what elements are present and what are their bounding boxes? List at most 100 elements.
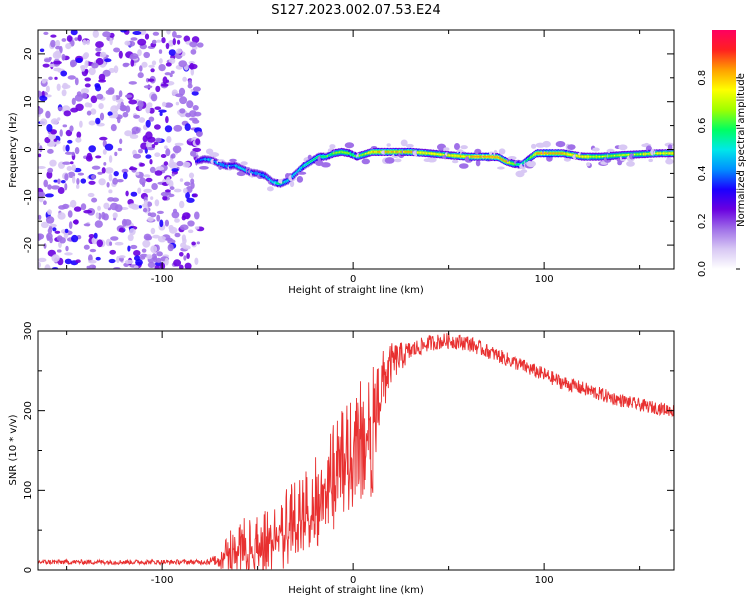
noise-speckle <box>114 241 124 246</box>
noise-speckle <box>186 252 190 259</box>
noise-speckle <box>45 216 55 224</box>
y-tick-label: 10 <box>23 95 34 108</box>
noise-speckle <box>44 137 51 144</box>
noise-speckle <box>102 69 111 77</box>
noise-speckle <box>172 38 176 46</box>
noise-speckle <box>84 60 89 69</box>
noise-speckle <box>77 172 84 176</box>
noise-speckle <box>179 96 188 105</box>
noise-speckle <box>62 82 68 90</box>
noise-speckle <box>175 101 180 106</box>
noise-speckle <box>70 61 76 68</box>
noise-speckle <box>190 89 194 93</box>
noise-speckle <box>188 79 192 86</box>
noise-speckle <box>38 233 42 241</box>
y-tick-label: 300 <box>23 321 34 340</box>
ridge-halo <box>475 159 481 167</box>
noise-speckle <box>90 95 98 104</box>
noise-speckle <box>151 39 157 45</box>
ridge-halo <box>384 157 395 164</box>
noise-speckle <box>137 49 142 57</box>
ridge-halo <box>443 147 450 152</box>
noise-speckle <box>196 131 202 137</box>
noise-speckle <box>88 234 95 239</box>
noise-speckle <box>165 42 170 50</box>
noise-speckle <box>133 250 141 257</box>
noise-speckle <box>141 61 148 68</box>
noise-speckle <box>155 85 161 93</box>
noise-speckle <box>98 103 104 110</box>
noise-speckle <box>57 178 61 185</box>
noise-speckle <box>43 200 47 205</box>
ridge-halo <box>586 162 591 167</box>
noise-speckle <box>61 89 67 97</box>
noise-speckle <box>108 173 113 182</box>
noise-speckle <box>143 85 153 89</box>
snr-ticks: -100 0 100 0 100 200 300 <box>23 321 674 586</box>
noise-speckle <box>153 141 159 146</box>
noise-speckle <box>38 261 42 269</box>
noise-speckle <box>166 30 171 35</box>
noise-speckle <box>95 256 101 261</box>
noise-speckle <box>190 150 197 157</box>
ridge-halo <box>267 186 274 192</box>
noise-speckle <box>182 161 191 168</box>
ridge-halo <box>542 140 551 148</box>
noise-speckle <box>133 114 141 119</box>
noise-speckle <box>91 197 98 203</box>
noise-speckle <box>45 94 52 98</box>
noise-speckle <box>38 107 44 115</box>
noise-speckle <box>169 158 174 167</box>
noise-speckle <box>47 142 56 147</box>
noise-speckle <box>172 208 178 214</box>
noise-speckle <box>154 106 162 110</box>
noise-speckle <box>47 148 54 154</box>
noise-speckle <box>92 30 100 38</box>
noise-speckle <box>120 30 127 33</box>
noise-speckle <box>38 214 42 220</box>
noise-speckle <box>104 143 114 151</box>
noise-speckle <box>39 118 48 126</box>
noise-speckle <box>108 189 113 194</box>
ridge-halo <box>498 148 506 155</box>
noise-speckle <box>145 119 151 128</box>
noise-speckle <box>49 159 57 167</box>
noise-speckle <box>110 124 117 132</box>
noise-speckle <box>62 144 67 152</box>
noise-speckle <box>145 105 151 114</box>
colorbar-tick-label: 0.8 <box>697 70 708 86</box>
noise-speckle <box>99 112 105 121</box>
noise-speckle <box>71 234 79 243</box>
noise-speckle <box>48 133 57 140</box>
noise-speckle <box>98 73 106 82</box>
noise-speckle <box>129 134 139 139</box>
noise-speckle <box>44 193 54 198</box>
noise-speckle <box>169 186 175 191</box>
noise-speckle <box>74 37 79 41</box>
noise-speckle <box>50 39 56 48</box>
noise-speckle <box>70 161 74 165</box>
noise-speckle <box>189 41 198 48</box>
noise-speckle <box>93 232 98 239</box>
noise-speckle <box>114 204 123 213</box>
noise-speckle <box>191 91 199 96</box>
y-tick-label: -20 <box>23 237 34 253</box>
noise-speckle <box>47 209 52 215</box>
noise-speckle <box>179 264 184 269</box>
ridge-halo <box>555 141 566 148</box>
noise-speckle <box>50 118 59 125</box>
noise-speckle <box>142 207 148 213</box>
noise-speckle <box>124 130 133 137</box>
noise-speckle <box>95 117 101 125</box>
noise-speckle <box>171 153 176 159</box>
noise-speckle <box>43 31 49 35</box>
noise-speckle <box>91 62 99 69</box>
noise-speckle <box>135 171 140 176</box>
noise-speckle <box>151 253 157 261</box>
noise-speckle <box>169 73 173 78</box>
noise-speckle <box>129 228 136 236</box>
ridge-segment <box>671 152 674 155</box>
noise-speckle <box>154 124 161 130</box>
noise-speckle <box>196 42 204 48</box>
y-tick-label: -10 <box>23 189 34 205</box>
